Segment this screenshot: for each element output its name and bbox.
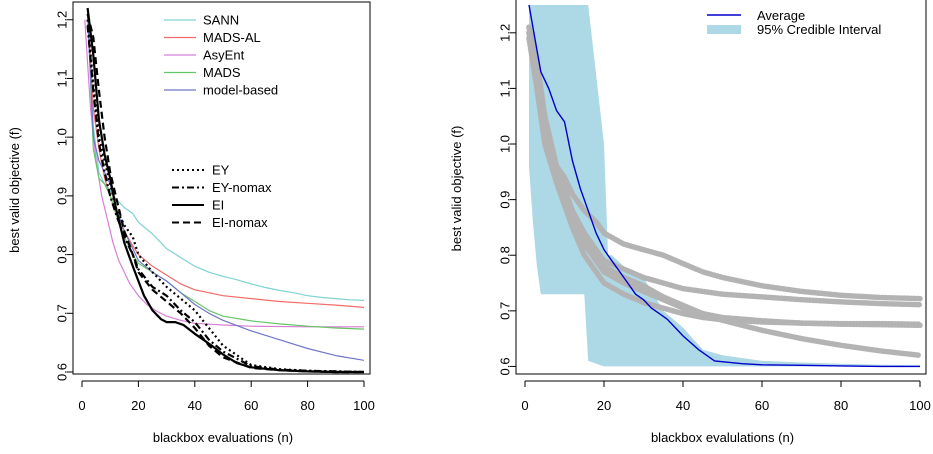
series-line-asyent: [84, 19, 364, 328]
chart-right: 0 20 40 60 80 100 0.6 0.7 0.8 0.9 1.0 1.1 1.2 blackbo…: [449, 0, 931, 445]
legend-label-average: Average: [757, 8, 805, 23]
y-axis-label: best valid objective (f): [7, 127, 22, 253]
y-tick-label: 1.0: [54, 128, 69, 146]
plot-frame: [72, 1, 371, 375]
y-tick-label: 0.8: [497, 246, 512, 264]
chart-left: 0 20 40 60 80 100 0.6 0.7 0.8 0.9 1.0 1.1 1.2 blackbo…: [7, 1, 375, 445]
legend-label-mads-al: MADS-AL: [203, 30, 261, 45]
y-tick-label: 0.6: [497, 357, 512, 375]
x-tick-label: 100: [909, 398, 931, 413]
plot-frame: [515, 0, 927, 375]
legend-swatch-credible-interval: [707, 25, 741, 34]
x-axis-label: blackbox evaluations (n): [153, 430, 293, 445]
x-tick-label: 0: [78, 398, 85, 413]
y-tick-label: 0.7: [54, 304, 69, 322]
y-tick-label: 0.8: [54, 246, 69, 264]
y-tick-label: 0.6: [54, 363, 69, 381]
x-tick-label: 20: [131, 398, 145, 413]
x-tick-label: 20: [597, 398, 611, 413]
legend-label-model-based: model-based: [203, 83, 278, 98]
legend-label-asyent: AsyEnt: [203, 48, 245, 63]
plot-area-right: [526, 4, 923, 368]
x-tick-label: 60: [244, 398, 258, 413]
legend-label-ey: EY: [212, 163, 230, 178]
y-tick-label: 0.9: [497, 191, 512, 209]
average-line: [528, 4, 920, 368]
y-tick-label: 0.9: [54, 187, 69, 205]
x-tick-label: 40: [188, 398, 202, 413]
x-tick-label: 80: [300, 398, 314, 413]
x-tick-label: 0: [521, 398, 528, 413]
y-tick-label: 0.7: [497, 302, 512, 320]
y-tick-label: 1.2: [497, 24, 512, 42]
series-line-mads-al: [87, 13, 365, 308]
y-tick-label: 1.1: [54, 69, 69, 87]
sample-trace: [526, 24, 923, 359]
y-tick-label: 1.1: [497, 79, 512, 97]
legend-methods: SANN MADS-AL AsyEnt MADS model-based: [164, 13, 278, 98]
y-tick-label: 1.2: [54, 11, 69, 29]
x-tick-label: 100: [353, 398, 375, 413]
legend-label-credible-interval: 95% Credible Interval: [757, 22, 881, 37]
legend-label-ey-nomax: EY-nomax: [212, 180, 272, 195]
series-line-sann: [87, 7, 365, 301]
legend-label-ei: EI: [212, 198, 224, 213]
y-axis-label: best valid objective (f): [449, 126, 464, 252]
series-line-ei: [86, 7, 364, 374]
x-tick-label: 80: [834, 398, 848, 413]
x-tick-label: 60: [755, 398, 769, 413]
legend-styles: EY EY-nomax EI EI-nomax: [172, 163, 272, 230]
x-tick-label: 40: [676, 398, 690, 413]
y-tick-label: 1.0: [497, 135, 512, 153]
credible-interval-band: [529, 5, 920, 367]
plot-area-left: [84, 7, 365, 374]
legend-label-ei-nomax: EI-nomax: [212, 215, 268, 230]
x-axis-label: blackbox evalulations (n): [651, 430, 794, 445]
legend-label-sann: SANN: [203, 13, 239, 28]
legend-label-mads: MADS: [203, 65, 241, 80]
